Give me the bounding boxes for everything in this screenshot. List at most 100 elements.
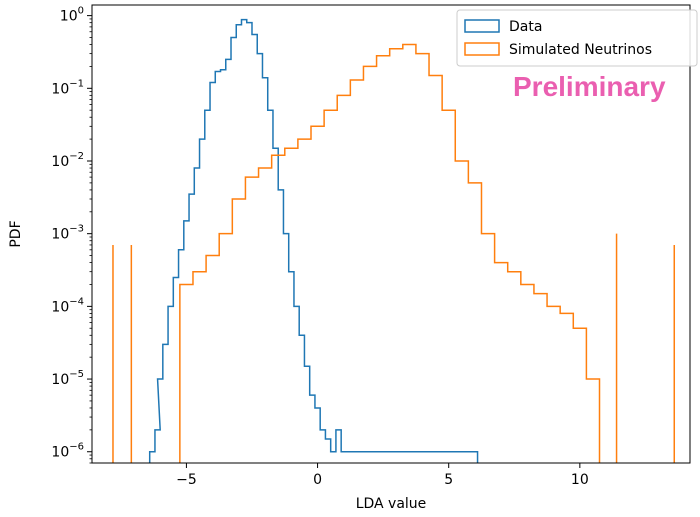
data-point-simulated-neutrinos <box>422 53 424 55</box>
data-point-data <box>317 407 319 409</box>
data-point-simulated-neutrinos <box>356 79 358 81</box>
data-point-simulated-neutrinos <box>186 284 188 286</box>
y-tick-label: 10−1 <box>51 78 84 97</box>
data-point-simulated-neutrinos <box>382 55 384 57</box>
data-point-data <box>157 429 159 431</box>
data-point-data <box>280 189 282 191</box>
data-point-simulated-neutrinos <box>264 167 266 169</box>
series-simulated-neutrinos <box>112 43 676 463</box>
data-point-data <box>356 451 358 453</box>
data-point-data <box>165 344 167 346</box>
data-point-data <box>212 82 214 84</box>
data-point-data <box>228 59 230 61</box>
data-point-simulated-neutrinos <box>487 233 489 235</box>
data-point-data <box>395 451 397 453</box>
data-point-data <box>327 438 329 440</box>
data-point-data <box>238 24 240 26</box>
legend-label-data: Data <box>509 19 542 35</box>
data-point-simulated-neutrinos <box>343 95 345 97</box>
data-point-data <box>461 451 463 453</box>
data-point-simulated-neutrinos <box>409 44 411 46</box>
data-point-simulated-neutrinos <box>527 284 529 286</box>
y-axis-label: PDF <box>8 220 24 247</box>
series-group <box>112 18 676 463</box>
y-tick-label: 10−2 <box>51 151 84 170</box>
series-line-simulated-neutrinos <box>179 43 601 463</box>
data-point-data <box>332 451 334 453</box>
y-tick-label: 10−3 <box>51 224 84 243</box>
data-point-data <box>382 451 384 453</box>
data-point-simulated-neutrinos <box>540 293 542 295</box>
data-point-simulated-neutrinos <box>448 109 450 111</box>
data-point-simulated-neutrinos <box>212 255 214 257</box>
data-point-simulated-neutrinos <box>291 147 293 149</box>
data-point-data <box>285 233 287 235</box>
data-point-data <box>222 69 224 71</box>
data-point-data <box>275 147 277 149</box>
data-point-data <box>201 138 203 140</box>
data-point-data <box>338 429 340 431</box>
legend-box <box>456 9 698 67</box>
x-tick-label: 0 <box>313 472 322 488</box>
data-point-data <box>243 19 245 21</box>
data-point-data <box>435 451 437 453</box>
data-point-data <box>322 429 324 431</box>
data-point-data <box>196 167 198 169</box>
data-point-data <box>233 37 235 39</box>
data-point-data <box>175 277 177 279</box>
data-point-simulated-neutrinos <box>592 378 594 380</box>
data-point-simulated-neutrinos <box>277 154 279 156</box>
data-point-data <box>180 249 182 251</box>
legend-swatch-data <box>464 19 500 33</box>
data-point-data <box>259 53 261 55</box>
data-point-data <box>152 451 154 453</box>
data-point-data <box>343 451 345 453</box>
legend-swatch-simulated-neutrinos <box>464 42 500 56</box>
data-point-data <box>249 22 251 24</box>
data-point-data <box>186 220 188 222</box>
data-point-data <box>422 451 424 453</box>
data-point-simulated-neutrinos <box>500 262 502 264</box>
y-tick-label: 10−5 <box>51 369 84 388</box>
data-point-data <box>170 306 172 308</box>
series-line-data <box>148 18 479 463</box>
data-point-data <box>217 71 219 73</box>
data-point-data <box>270 109 272 111</box>
data-point-data <box>301 334 303 336</box>
data-point-simulated-neutrinos <box>395 48 397 50</box>
x-tick-label: 10 <box>571 472 589 488</box>
data-point-simulated-neutrinos <box>304 138 306 140</box>
data-point-data <box>312 394 314 396</box>
x-tick-label: 5 <box>444 472 453 488</box>
y-tick-label: 10−4 <box>51 296 84 315</box>
data-point-data <box>474 451 476 453</box>
x-tick-label: −5 <box>176 472 197 488</box>
data-point-simulated-neutrinos <box>225 233 227 235</box>
y-tick-label: 100 <box>60 6 84 25</box>
data-point-data <box>264 77 266 79</box>
data-point-data <box>207 109 209 111</box>
data-point-simulated-neutrinos <box>513 271 515 273</box>
data-point-simulated-neutrinos <box>199 271 201 273</box>
data-point-simulated-neutrinos <box>553 306 555 308</box>
plot-content <box>112 18 676 463</box>
data-point-data <box>409 451 411 453</box>
data-point-data <box>306 365 308 367</box>
legend: Data Simulated Neutrinos <box>456 9 698 67</box>
data-point-simulated-neutrinos <box>474 182 476 184</box>
data-point-simulated-neutrinos <box>579 327 581 329</box>
x-axis-label: LDA value <box>356 496 427 512</box>
axes-layer: −5 0 5 10 10−6 10−5 10−4 10−3 10−2 10−1 100 LDA val… <box>8 4 698 512</box>
data-point-simulated-neutrinos <box>369 66 371 68</box>
legend-label-simulated-neutrinos: Simulated Neutrinos <box>509 42 652 58</box>
y-tick-label: 10−6 <box>51 442 84 461</box>
data-point-simulated-neutrinos <box>566 313 568 315</box>
data-point-data <box>296 306 298 308</box>
data-point-simulated-neutrinos <box>435 75 437 77</box>
data-point-data <box>191 193 193 195</box>
data-point-simulated-neutrinos <box>461 160 463 162</box>
data-point-data <box>291 271 293 273</box>
preliminary-watermark: Preliminary <box>513 71 666 102</box>
